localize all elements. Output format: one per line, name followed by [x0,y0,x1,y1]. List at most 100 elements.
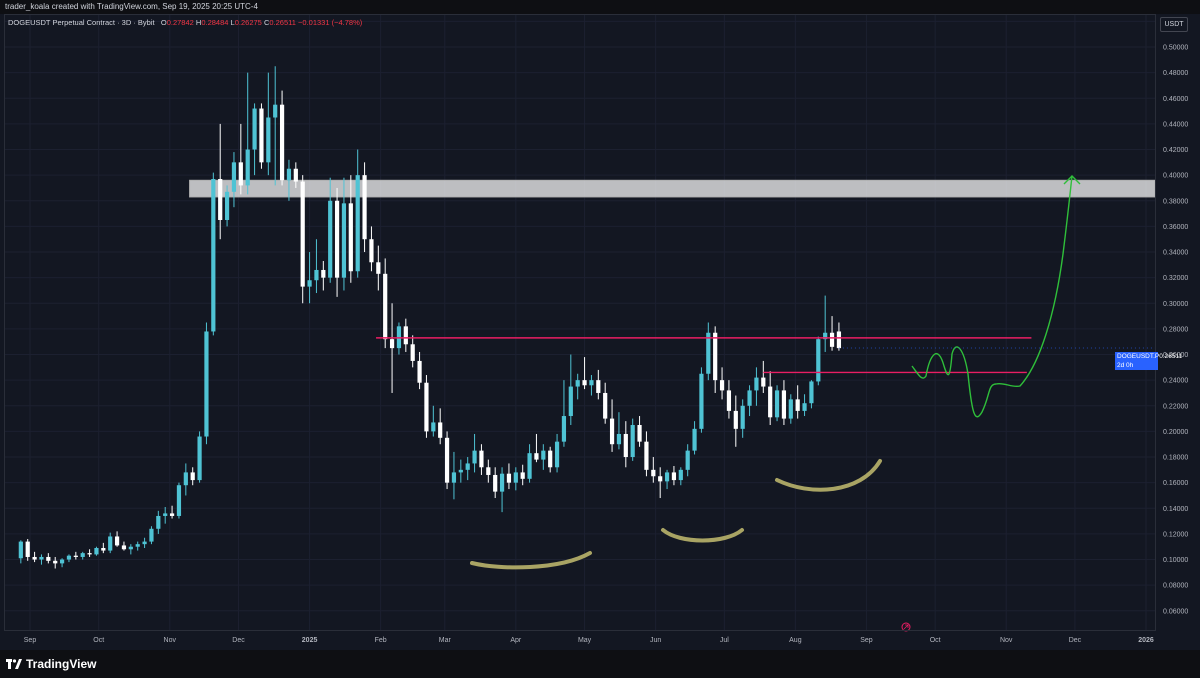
candle-body [740,405,745,429]
event-marker-arrow [903,624,909,630]
y-tick-label: 0.10000 [1163,557,1188,564]
candle-body [224,191,230,220]
candle-body [417,360,422,383]
candle-body [541,450,546,460]
candle-body [121,545,127,550]
branding-bar: TradingView [0,650,1200,678]
y-tick-label: 0.24000 [1163,378,1188,385]
tradingview-wordmark: TradingView [26,657,97,671]
tradingview-logo[interactable]: TradingView [6,657,96,671]
rounded-bottom-annotation[interactable] [470,551,592,570]
candle-body [589,380,594,386]
candle-body [438,422,443,438]
candle-body [493,474,498,492]
open-label: O [160,18,167,27]
candle-body [658,476,663,482]
candle-body [747,390,752,406]
candle-body [706,332,711,374]
candle-body [94,548,99,555]
candle-body [314,269,319,281]
candle-body [451,472,457,483]
candle-body [293,168,298,182]
candle-body [761,377,766,387]
candle-body [431,422,436,432]
candle-body [733,410,738,429]
resistance-zone[interactable] [189,179,1156,198]
rounded-bottom-annotation[interactable] [775,459,882,492]
symbol-title[interactable]: DOGEUSDT Perpetual Contract · 3D · Bybit [8,18,155,27]
candle-body [582,380,587,386]
candle-body [149,528,154,542]
candle-body [238,162,243,186]
x-tick-label: Jun [650,637,661,644]
x-tick-label: 2025 [302,637,318,644]
currency-selector[interactable]: USDT [1160,17,1188,32]
y-tick-label: 0.20000 [1163,429,1188,436]
candle-body [183,472,188,486]
last-price-symbol: DOGEUSDT.P [1117,353,1160,360]
y-tick-label: 0.46000 [1163,96,1188,103]
candle-body [53,560,58,564]
symbol-legend: DOGEUSDT Perpetual Contract · 3D · Bybit… [8,18,362,27]
candle-body [816,339,821,382]
y-tick-label: 0.38000 [1163,198,1188,205]
y-tick-label: 0.12000 [1163,531,1188,538]
y-tick-label: 0.18000 [1163,455,1188,462]
candle-body [218,179,223,220]
close-value: 0.26511 [269,18,296,27]
candle-body [458,469,463,473]
chart-pane[interactable]: 0.06000 0.08000 0.10000 0.12000 0.14000 0.160… [0,14,1200,650]
low-label: L [230,18,235,27]
y-tick-label: 0.22000 [1163,403,1188,410]
candle-body [554,441,560,468]
low-value: 0.26275 [234,18,262,27]
candle-body [369,239,374,263]
event-marker-icon[interactable] [901,622,911,632]
candle-body [506,473,512,483]
y-tick-label: 0.28000 [1163,326,1188,333]
candle-body [128,546,133,550]
candle-body [266,117,271,163]
candle-body [609,418,615,445]
candle-body [362,175,367,240]
candle-body [616,433,622,445]
candle-body [66,555,72,560]
candle-body [424,382,429,432]
x-tick-label: Nov [1000,637,1013,644]
candle-body [231,162,237,192]
high-value: 0.28484 [201,18,229,27]
candle-body [788,399,793,419]
candle-body [692,428,697,451]
candle-body [527,453,532,479]
projection-arrowhead [1063,175,1081,185]
rounded-bottom-annotation[interactable] [661,528,744,543]
candle-body [664,472,670,482]
candle-body [176,485,182,516]
candle-body [211,179,216,332]
candle-body [596,380,601,393]
price-chart[interactable]: 0.06000 0.08000 0.10000 0.12000 0.14000 0.160… [0,14,1200,650]
x-tick-label: Feb [375,637,387,644]
candle-body [486,467,491,475]
credit-bar: trader_koala created with TradingView.co… [0,0,1200,14]
candle-body [328,200,333,278]
candle-body [829,332,835,347]
candle-body [163,513,168,516]
x-tick-label: Sep [860,637,873,644]
candle-body [32,556,37,560]
candle-body [204,331,209,437]
high-label: H [195,18,202,27]
x-tick-label: Apr [510,637,522,644]
candle-body [46,556,51,561]
projection-path[interactable] [911,175,1073,418]
candle-body [719,380,725,391]
x-tick-label: Mar [439,637,452,644]
candle-body [575,380,580,387]
x-tick-label: Nov [164,637,177,644]
candle-body [795,399,800,411]
candle-body [279,104,285,181]
bar-countdown: 2d 0h [1117,362,1134,369]
x-tick-label: Aug [789,637,802,644]
candle-body [444,437,450,483]
y-tick-label: 0.16000 [1163,480,1188,487]
